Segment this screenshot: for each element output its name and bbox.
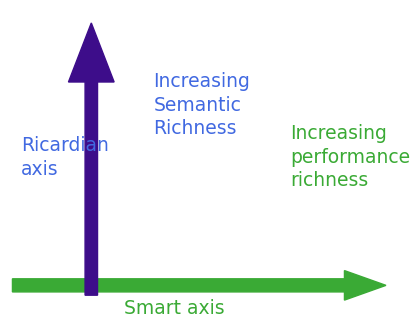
Text: Smart axis: Smart axis (124, 299, 225, 318)
FancyArrow shape (68, 23, 114, 295)
Text: Increasing
Semantic
Richness: Increasing Semantic Richness (154, 72, 250, 138)
Text: Ricardian
axis: Ricardian axis (21, 136, 109, 179)
FancyArrow shape (12, 271, 386, 300)
Text: Increasing
performance
richness: Increasing performance richness (290, 124, 410, 191)
